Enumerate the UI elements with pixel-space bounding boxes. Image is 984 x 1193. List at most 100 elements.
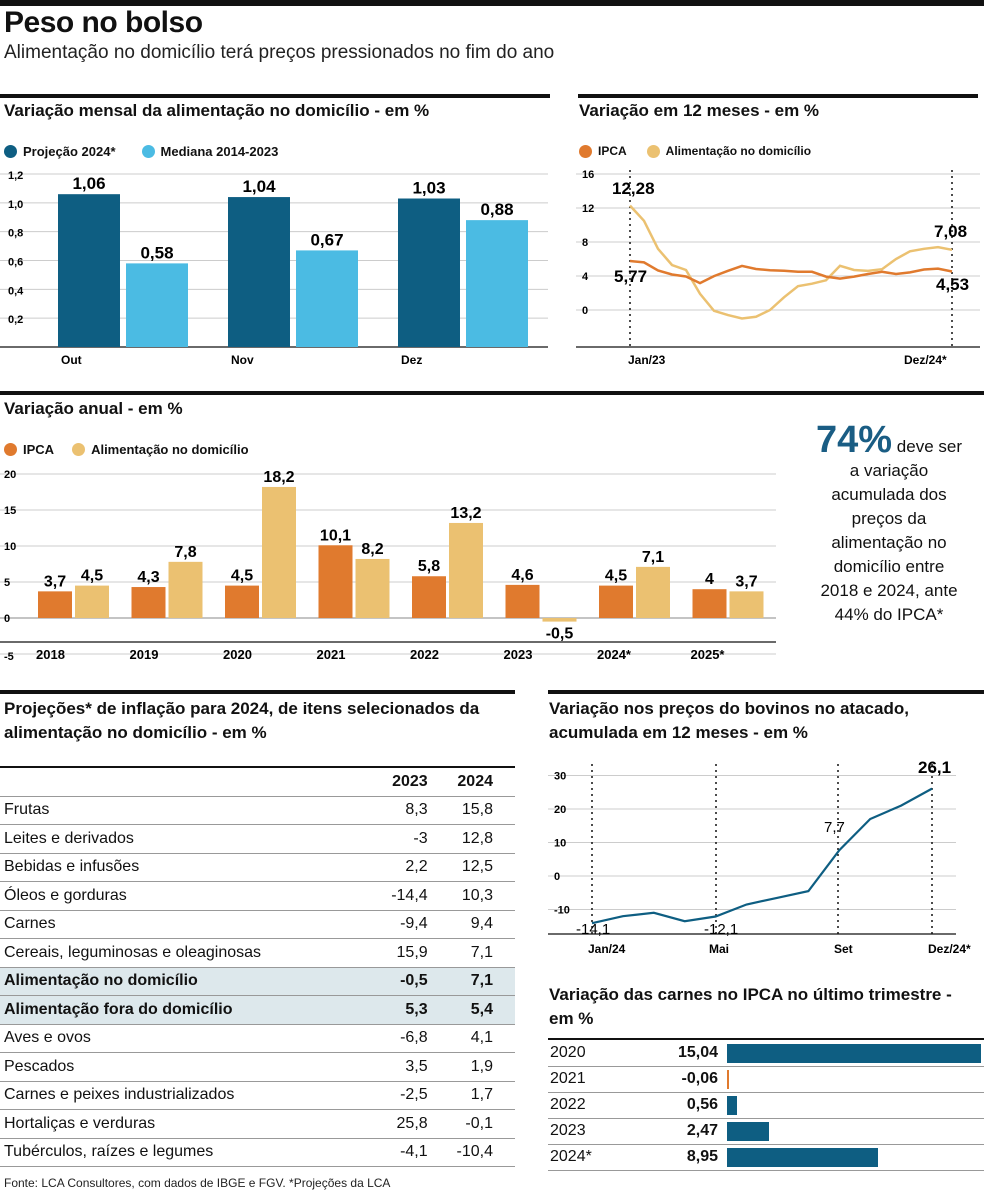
item-cell: Leites e derivados (0, 824, 363, 854)
x-tick-label: 2021 (317, 647, 346, 662)
table-row: Alimentação fora do domicílio 5,3 5,4 (0, 995, 515, 1025)
data-label: 4,5 (605, 568, 627, 585)
item-cell: Frutas (0, 796, 363, 825)
bar (727, 1096, 737, 1115)
callout-line: acumulada dos (831, 485, 947, 504)
bar (228, 197, 290, 347)
bar (131, 587, 166, 618)
bar (727, 1070, 729, 1089)
y-tick-label: 10 (554, 838, 566, 850)
callout-line: deve ser (896, 437, 962, 456)
table-top-rule (0, 766, 515, 768)
y-tick-label: 0,8 (8, 228, 23, 240)
y-tick-label: 0 (554, 871, 560, 883)
data-label: 7,1 (642, 549, 664, 566)
bar (398, 198, 460, 347)
point-label: -14,1 (576, 921, 610, 938)
x-tick-label: Dez/24* (904, 353, 947, 367)
y-tick-label: 20 (4, 469, 16, 481)
y-tick-label: 1,2 (8, 170, 23, 182)
point-label: 12,28 (612, 179, 655, 198)
y-tick-label: 4 (582, 271, 589, 283)
x-tick-label: 2022 (410, 647, 439, 662)
annual-legend: IPCA Alimentação no domicílio (4, 442, 249, 457)
bar (466, 220, 528, 347)
item-cell: Alimentação fora do domicílio (0, 995, 363, 1025)
section-rule (0, 391, 984, 395)
projections-table-title: Projeções* de inflação para 2024, de ite… (4, 699, 480, 742)
bar (75, 585, 109, 618)
legend-swatch (141, 145, 155, 158)
x-tick-label: Dez (401, 353, 422, 367)
item-cell: Óleos e gorduras (0, 881, 363, 911)
bar (168, 561, 203, 618)
value-cell: 15,8 (431, 796, 515, 825)
y-tick-label: 0 (582, 305, 588, 317)
bar-row: 2020 15,04 (548, 1040, 984, 1067)
data-label: 7,8 (174, 544, 196, 561)
item-cell: Tubérculos, raízes e legumes (0, 1138, 363, 1167)
table-row: Leites e derivados -3 12,8 (0, 824, 515, 854)
value-cell: -10,4 (431, 1138, 515, 1167)
data-label: 8,2 (361, 541, 383, 558)
bovinos-chart-title: Variação nos preços do bovinos no atacad… (549, 699, 909, 742)
value-cell: -9,4 (362, 910, 432, 939)
y-tick-label: 1,0 (8, 199, 23, 211)
callout-line: a variação (849, 461, 929, 480)
value-cell: 9,4 (431, 910, 515, 939)
value-cell: 10,3 (431, 881, 515, 911)
table-header: 2024 (431, 768, 515, 797)
x-tick-label: Nov (231, 353, 254, 367)
bar (262, 486, 296, 618)
bar (58, 194, 120, 347)
annual-bar-chart: -5 0 5 10 15 20 2018 3,7 4,5 2019 4,3 7,8 2020 4,5 18,… (0, 469, 776, 663)
series-line (591, 787, 933, 925)
callout-line: 44% do IPCA* (834, 605, 944, 624)
table-row: Hortaliças e verduras 25,8 -0,1 (0, 1109, 515, 1139)
x-tick-label: Jan/23 (628, 353, 666, 367)
table-row: Carnes -9,4 9,4 (0, 910, 515, 939)
y-tick-label: 12 (582, 203, 594, 215)
monthly-bar-chart: 0,2 0,4 0,6 0,8 1,0 1,2 Out 1,06 0,58 Nov 1,04 0,67… (0, 170, 548, 367)
y-tick-label: 8 (582, 237, 588, 249)
legend-label: IPCA (598, 144, 627, 158)
data-label: 2,47 (686, 1122, 718, 1139)
value-cell: 7,1 (431, 967, 515, 996)
item-cell: Carnes (0, 910, 363, 939)
legend-label: Mediana 2014-2023 (160, 144, 279, 159)
category-label: 2021 (550, 1070, 586, 1087)
data-label: 0,88 (480, 200, 513, 219)
value-cell: -0,5 (362, 967, 432, 996)
bar (729, 591, 764, 618)
data-label: 10,1 (320, 527, 351, 544)
bar (126, 263, 188, 347)
callout-line: alimentação no (831, 533, 947, 552)
bar (692, 589, 727, 618)
legend-swatch (4, 145, 17, 158)
table-row: Tubérculos, raízes e legumes -4,1 -10,4 (0, 1138, 515, 1167)
x-tick-label: 2019 (130, 647, 159, 662)
item-cell: Hortaliças e verduras (0, 1109, 363, 1139)
bar (225, 585, 259, 618)
table-row: Cereais, leguminosas e oleaginosas 15,9 7,… (0, 938, 515, 968)
bar (636, 566, 670, 618)
data-label: 4,3 (137, 569, 159, 586)
legend-label: Alimentação no domicílio (665, 144, 812, 158)
y-tick-label: 0 (4, 613, 10, 625)
value-cell: 1,7 (431, 1081, 515, 1110)
table-header-row: 2023 2024 (0, 768, 515, 797)
data-label: 0,67 (310, 230, 343, 249)
data-label: -0,06 (681, 1070, 718, 1087)
x-tick-label: 2020 (223, 647, 252, 662)
data-label: 15,04 (677, 1044, 718, 1061)
legend-label: Alimentação no domicílio (91, 442, 249, 457)
bar-row: 2022 0,56 (548, 1092, 984, 1119)
value-cell: -3 (362, 824, 432, 854)
y-tick-label: 30 (554, 771, 566, 783)
bar (318, 545, 353, 618)
data-label: 4,5 (231, 568, 253, 585)
y-tick-label: -5 (4, 651, 14, 663)
x-tick-label: 2024* (597, 647, 632, 662)
table-row: Óleos e gorduras -14,4 10,3 (0, 881, 515, 911)
table-row: Frutas 8,3 15,8 (0, 796, 515, 825)
